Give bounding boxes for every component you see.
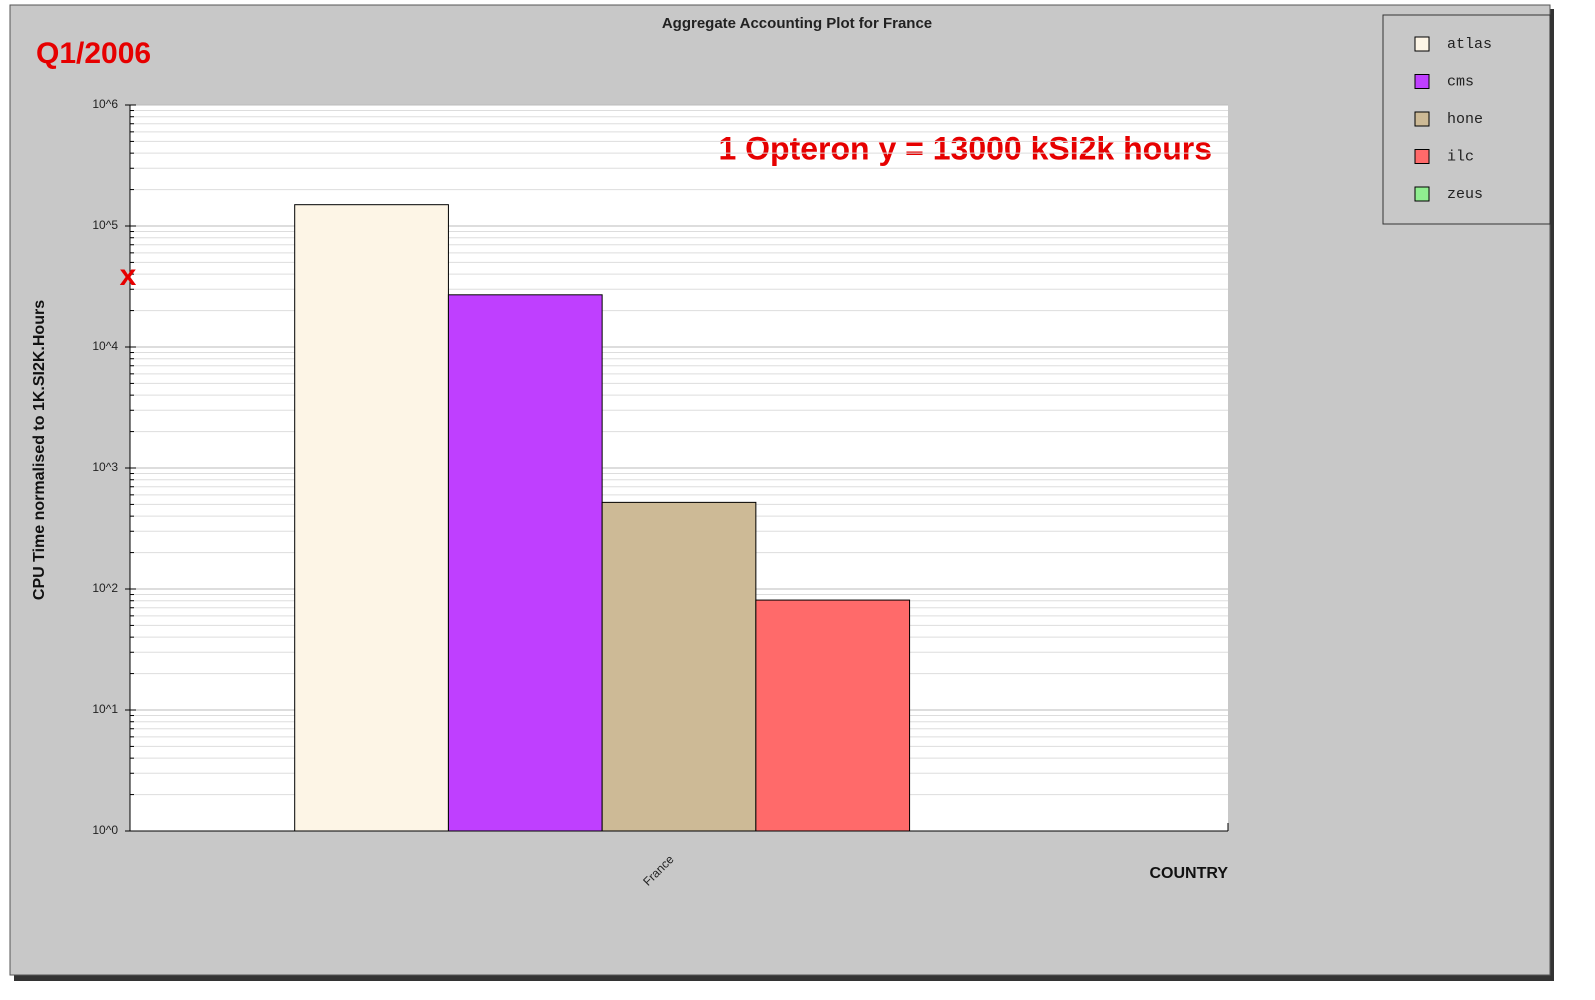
legend-label: hone xyxy=(1447,111,1483,128)
legend-label: atlas xyxy=(1447,36,1492,53)
legend-swatch xyxy=(1414,149,1430,164)
bar xyxy=(755,599,911,832)
annotation-marker: x xyxy=(120,259,137,292)
legend xyxy=(1382,14,1551,225)
annotation: 1 Opteron y = 13000 kSI2k hours xyxy=(718,130,1212,166)
y-tick-label: 10^5 xyxy=(92,218,118,232)
legend-swatch xyxy=(1414,36,1430,52)
legend-label: zeus xyxy=(1447,186,1483,203)
bar xyxy=(447,294,603,832)
y-tick-label: 10^4 xyxy=(92,339,118,353)
bar xyxy=(294,204,449,832)
legend-swatch xyxy=(1414,111,1430,127)
legend-swatch xyxy=(1414,74,1430,89)
y-tick-label: 10^1 xyxy=(92,702,118,716)
x-axis-label: COUNTRY xyxy=(1149,865,1228,882)
annotation: Q1/2006 xyxy=(36,37,151,70)
bar xyxy=(601,501,757,832)
y-tick-label: 10^2 xyxy=(92,581,118,595)
y-axis-label: CPU Time normalised to 1K.SI2K.Hours xyxy=(31,300,48,600)
chart-title: Aggregate Accounting Plot for France xyxy=(662,15,932,32)
y-tick-label: 10^3 xyxy=(92,460,118,474)
legend-label: ilc xyxy=(1447,148,1474,165)
legend-label: cms xyxy=(1447,73,1474,90)
y-tick-label: 10^0 xyxy=(92,823,118,837)
legend-swatch xyxy=(1414,186,1430,202)
y-tick-label: 10^6 xyxy=(92,97,118,111)
